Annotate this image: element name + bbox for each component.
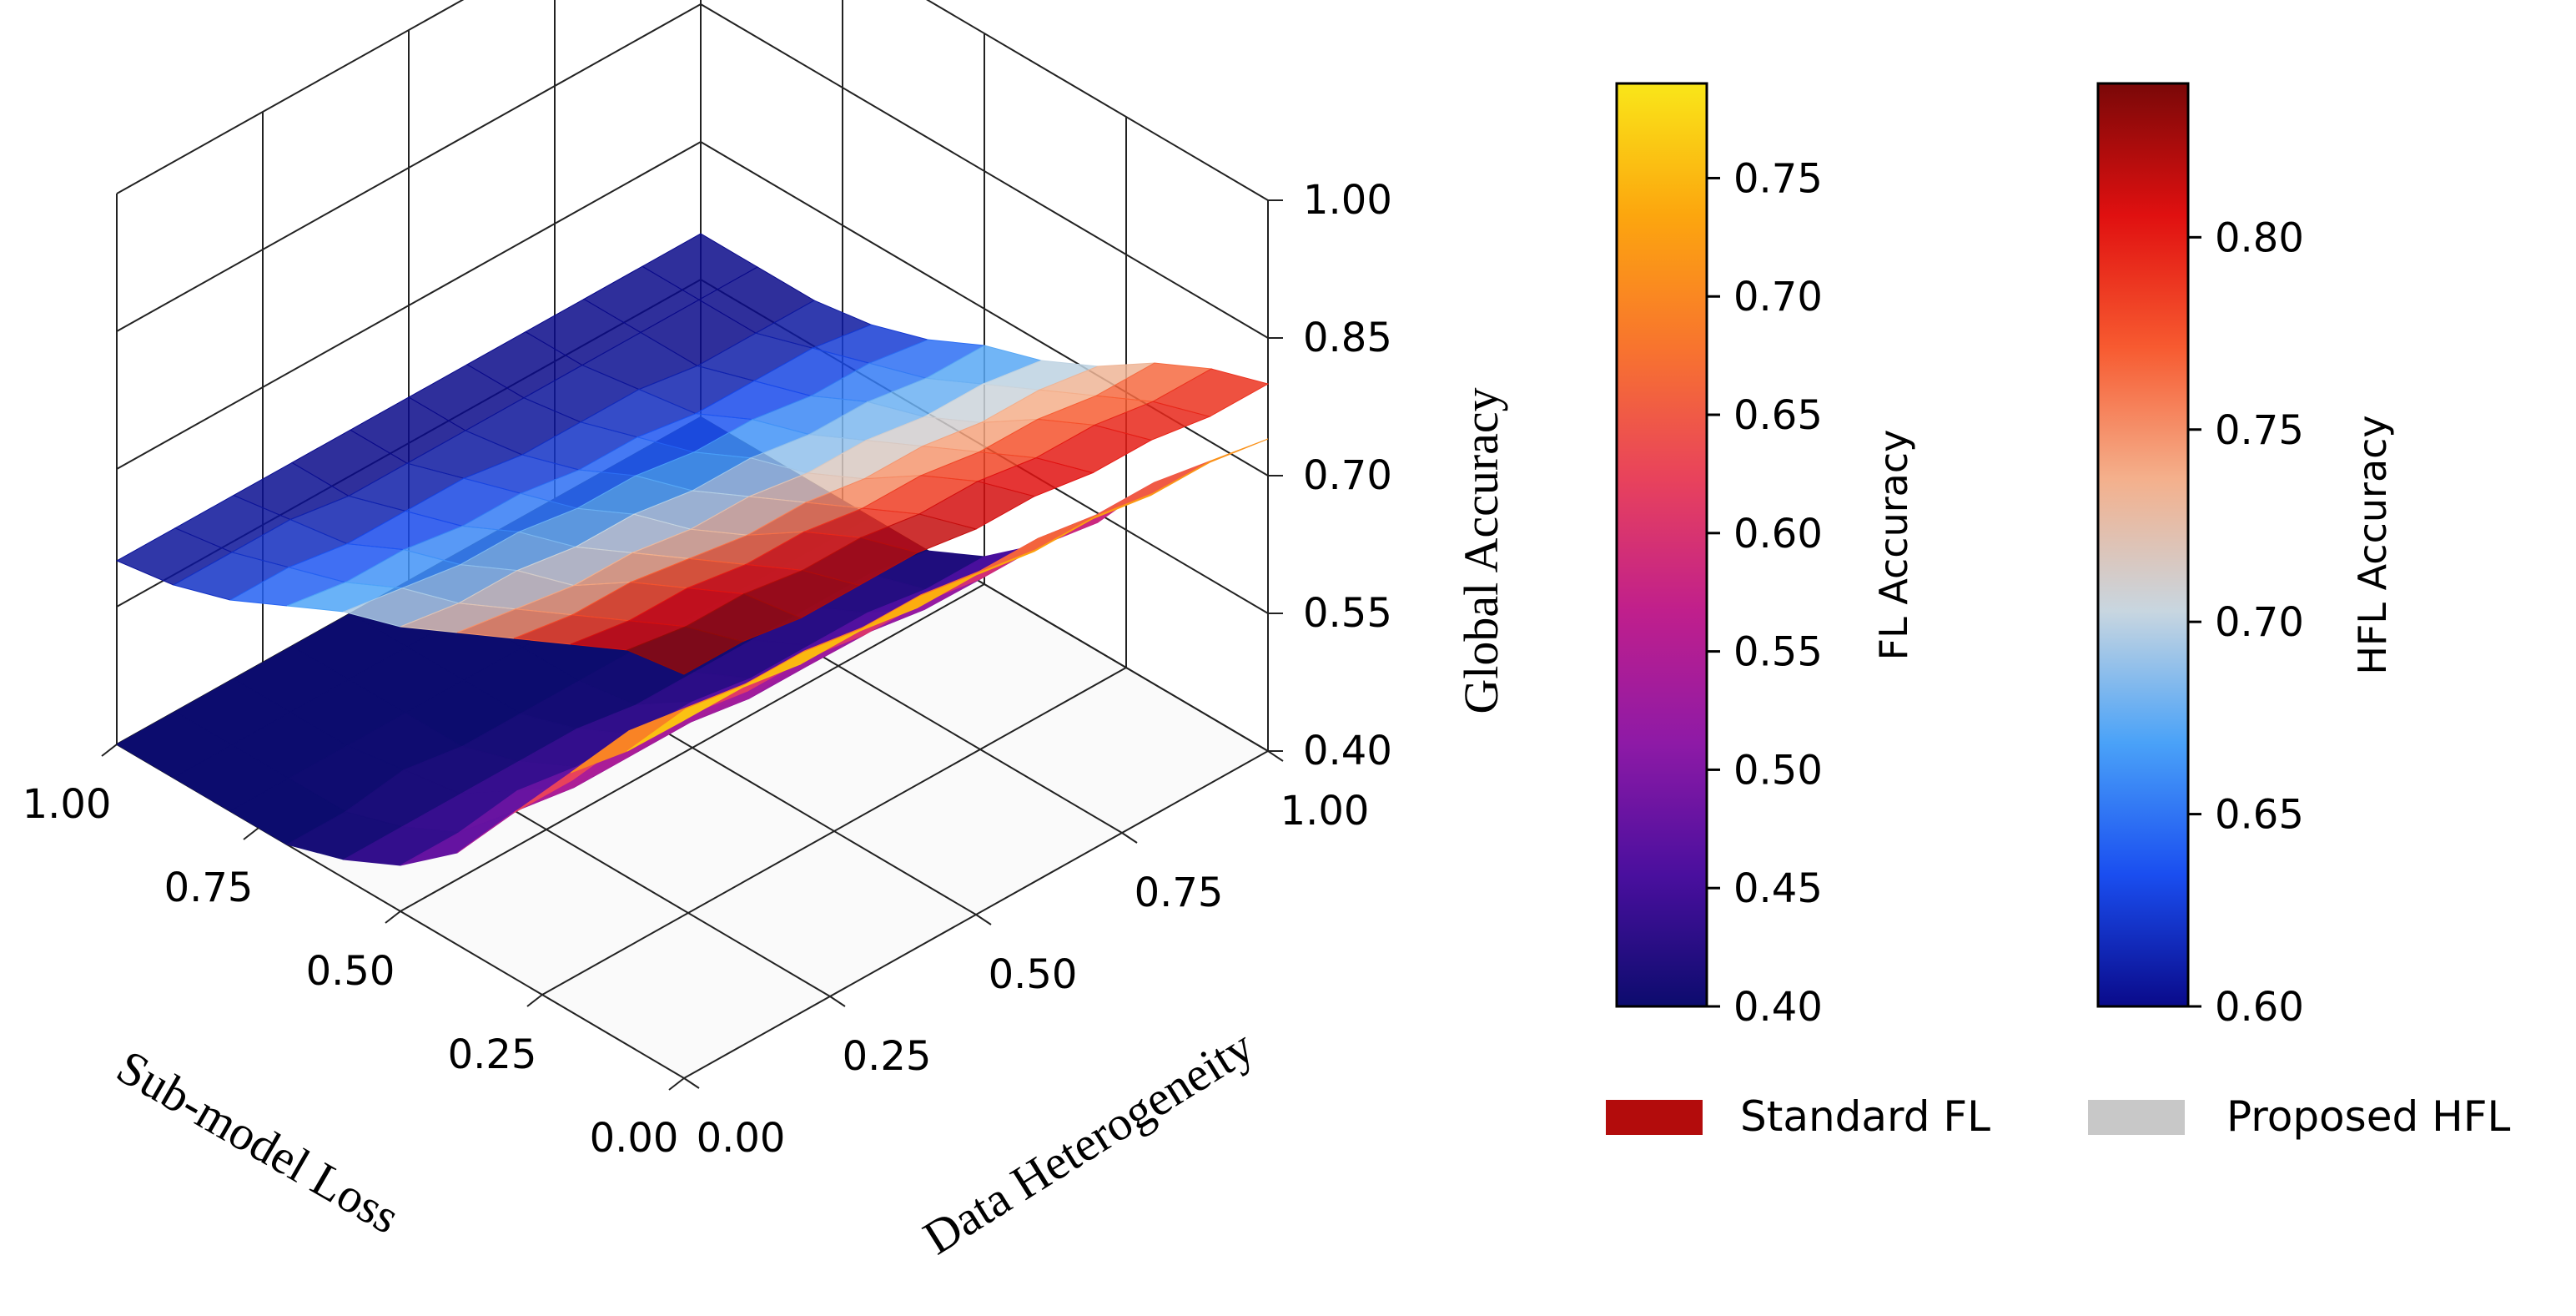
fl-colorbar-tick-label-1: 0.45 (1733, 865, 1823, 912)
fl-colorbar-tick-label-6: 0.70 (1733, 274, 1823, 320)
x-tick-mark-2 (385, 910, 401, 924)
y-tick-label-0: 0.00 (697, 1115, 786, 1162)
fl-colorbar-tick-label-3: 0.55 (1733, 629, 1823, 676)
x-tick-label-4: 1.00 (23, 781, 112, 828)
z-tick-label-0: 0.40 (1303, 728, 1392, 774)
hfl-colorbar-tick-label-1: 0.65 (2215, 792, 2304, 839)
x-tick-label-1: 0.25 (448, 1031, 537, 1078)
axes-ticks: 0.00 0.25 0.50 0.75 1.00 0.00 0.25 0.50 0.75 1.00… (23, 177, 1392, 1162)
y-tick-mark-1 (829, 996, 846, 1007)
hfl-colorbar-tick-label-2: 0.70 (2215, 599, 2304, 646)
hfl-surface-face-0-0 (626, 626, 744, 675)
fl-colorbar-tick-label-7: 0.75 (1733, 155, 1823, 202)
z-tick-label-3: 0.85 (1303, 315, 1392, 361)
legend: Standard FL Proposed HFL (1606, 1092, 2510, 1141)
fl-surface-face-9-1 (1095, 460, 1212, 516)
hfl-colorbar-tick-label-0: 0.60 (2215, 984, 2304, 1031)
z-tick-label-2: 0.70 (1303, 452, 1392, 499)
fl-surface-face-7-1 (979, 516, 1095, 572)
hfl-colorbar-tick-label-4: 0.80 (2215, 214, 2304, 261)
x-tick-mark-1 (526, 994, 543, 1007)
legend-label-standard-fl: Standard FL (1740, 1092, 1990, 1141)
legend-item-proposed-hfl: Proposed HFL (2088, 1092, 2510, 1141)
hfl-colorbar-scale (2096, 82, 2190, 1008)
hfl-colorbar-ticks: 0.60 0.65 0.70 0.75 0.80 (2188, 214, 2304, 1031)
x-tick-label-0: 0.00 (590, 1115, 679, 1162)
x-tick-label-2: 0.50 (306, 948, 395, 995)
legend-swatch-proposed-hfl (2088, 1100, 2185, 1135)
y-tick-label-1: 0.25 (843, 1033, 932, 1080)
y-tick-mark-0 (683, 1077, 700, 1089)
legend-swatch-standard-fl (1606, 1100, 1703, 1135)
wall-x-zline-3 (116, 3, 702, 332)
wall-y-zline-4 (926, 0, 1269, 201)
hfl-colorbar: 0.60 0.65 0.70 0.75 0.80 HFL Accuracy (2096, 82, 2395, 1031)
fl-surface-face-0-0 (626, 687, 743, 752)
legend-item-standard-fl: Standard FL (1606, 1092, 1990, 1141)
fl-colorbar-scale (1615, 82, 1708, 1008)
x-tick-mark-3 (243, 827, 259, 840)
wall-y-zline-3 (700, 3, 1269, 339)
x-tick-mark-0 (668, 1077, 685, 1091)
fl-colorbar: 0.40 0.45 0.50 0.55 0.60 0.65 0.70 0.75 FL Accu… (1615, 82, 1916, 1031)
wall-x-zline-2 (116, 141, 702, 470)
fl-colorbar-tick-label-0: 0.40 (1733, 984, 1823, 1031)
y-tick-label-2: 0.50 (989, 951, 1078, 998)
fl-colorbar-label: FL Accuracy (1871, 430, 1916, 661)
x-axis-label: Sub-model Loss (108, 1039, 409, 1244)
y-tick-mark-3 (1121, 832, 1138, 844)
legend-label-proposed-hfl: Proposed HFL (2226, 1092, 2510, 1141)
surface-plot-area (115, 233, 1270, 866)
wall-x-zline-4 (116, 0, 465, 194)
fl-colorbar-ticks: 0.40 0.45 0.50 0.55 0.60 0.65 0.70 0.75 (1707, 155, 1823, 1031)
hfl-colorbar-tick-label-3: 0.75 (2215, 407, 2304, 454)
y-tick-label-3: 0.75 (1135, 870, 1224, 916)
x-tick-mark-4 (101, 744, 118, 757)
x-tick-label-3: 0.75 (164, 865, 254, 911)
y-tick-mark-2 (975, 914, 992, 925)
y-axis-label: Data Heterogeneity (914, 1019, 1263, 1265)
z-tick-label-1: 0.55 (1303, 590, 1392, 637)
fl-colorbar-tick-label-2: 0.50 (1733, 747, 1823, 794)
fl-colorbar-tick-label-4: 0.60 (1733, 511, 1823, 557)
hfl-colorbar-label: HFL Accuracy (2350, 415, 2395, 674)
y-tick-label-4: 1.00 (1280, 788, 1370, 834)
y-tick-mark-4 (1267, 750, 1284, 762)
z-axis-label: Global Accuracy (1454, 387, 1508, 713)
fl-colorbar-tick-label-5: 0.65 (1733, 392, 1823, 439)
z-tick-label-4: 1.00 (1303, 177, 1392, 224)
fl-surface-face-9-3 (982, 522, 1099, 577)
